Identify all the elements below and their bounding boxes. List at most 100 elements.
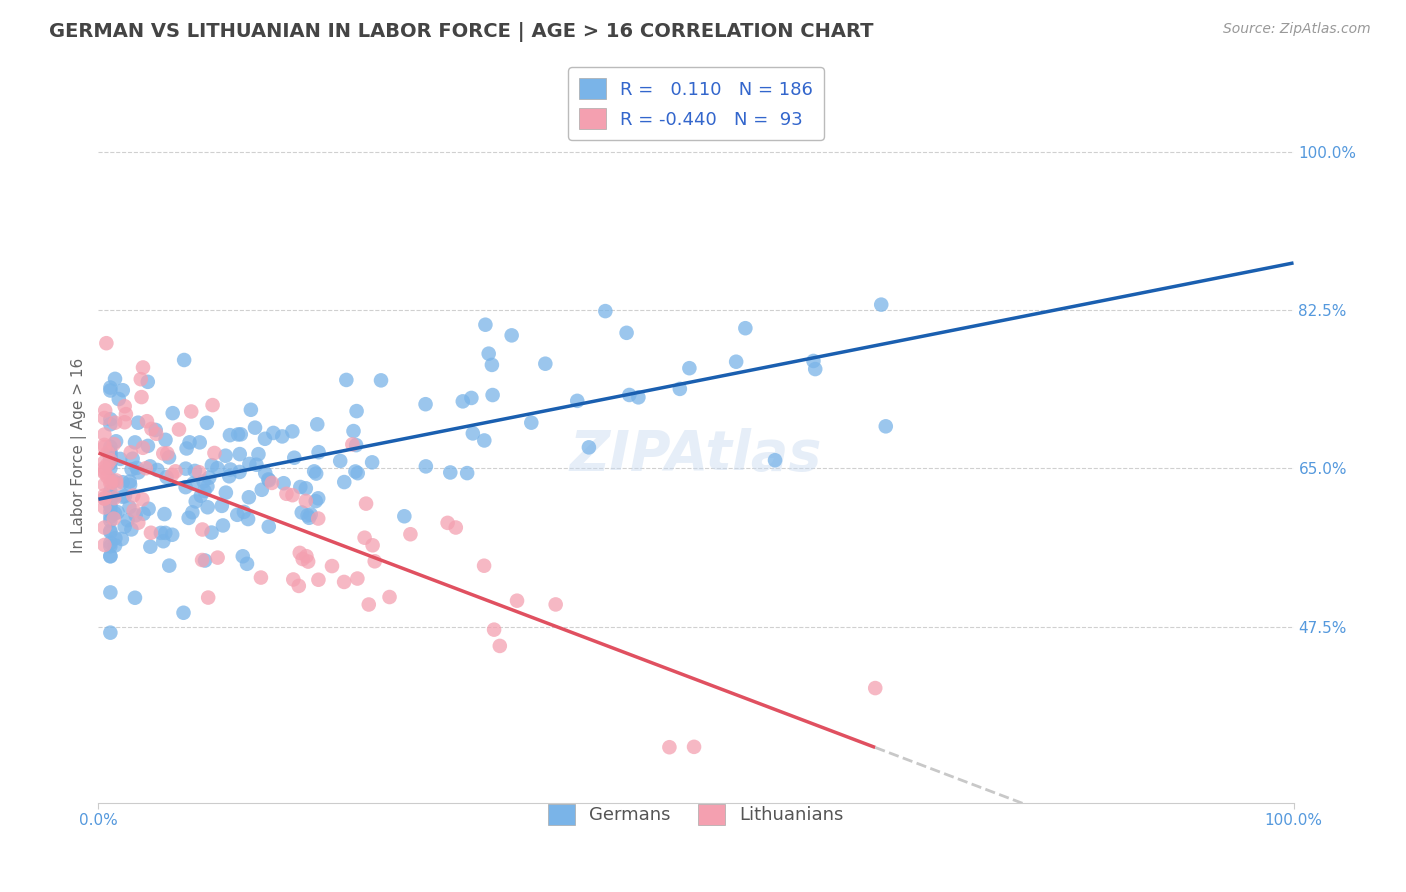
Point: [117, 513, 139, 527]
Point: [98, 412, 122, 426]
Point: [174, 461, 197, 475]
Point: [245, 458, 267, 472]
Point: [218, 469, 240, 483]
Point: [98, 453, 121, 467]
Point: [98, 625, 122, 640]
Point: [93, 500, 115, 515]
Point: [111, 475, 134, 490]
Point: [114, 399, 136, 413]
Point: [101, 491, 124, 505]
Point: [291, 552, 314, 566]
Point: [97, 445, 120, 459]
Point: [346, 404, 368, 418]
Point: [658, 740, 681, 755]
Point: [160, 467, 183, 482]
Point: [93, 438, 115, 452]
Point: [98, 491, 122, 506]
Point: [93, 488, 115, 502]
Point: [305, 494, 328, 508]
Point: [544, 598, 567, 612]
Point: [474, 318, 496, 332]
Point: [190, 489, 212, 503]
Point: [678, 361, 700, 376]
Point: [262, 425, 284, 440]
Point: [415, 459, 437, 474]
Point: [98, 461, 122, 475]
Point: [207, 550, 229, 565]
Point: [104, 507, 127, 521]
Point: [181, 476, 204, 491]
Point: [93, 440, 115, 454]
Point: [93, 411, 115, 425]
Point: [333, 574, 356, 589]
Point: [136, 375, 159, 389]
Point: [520, 416, 543, 430]
Point: [152, 446, 174, 460]
Point: [456, 466, 478, 480]
Point: [103, 491, 125, 505]
Point: [153, 507, 176, 521]
Point: [114, 519, 136, 533]
Point: [105, 474, 128, 488]
Point: [250, 483, 273, 497]
Point: [104, 531, 127, 545]
Point: [865, 681, 887, 695]
Point: [120, 478, 142, 492]
Point: [482, 623, 505, 637]
Point: [238, 457, 260, 471]
Point: [139, 459, 162, 474]
Point: [157, 450, 180, 465]
Point: [290, 480, 312, 494]
Point: [114, 489, 136, 503]
Point: [165, 464, 187, 478]
Point: [734, 321, 756, 335]
Point: [253, 432, 276, 446]
Point: [804, 362, 827, 376]
Point: [127, 416, 149, 430]
Point: [194, 553, 217, 567]
Point: [96, 336, 118, 351]
Point: [127, 516, 149, 530]
Point: [98, 524, 122, 538]
Point: [333, 475, 356, 489]
Point: [98, 380, 122, 394]
Point: [160, 528, 183, 542]
Point: [184, 464, 207, 478]
Point: [211, 499, 233, 513]
Point: [243, 420, 266, 434]
Point: [214, 449, 236, 463]
Point: [228, 465, 250, 479]
Point: [104, 416, 127, 430]
Point: [107, 392, 129, 406]
Point: [803, 354, 825, 368]
Point: [105, 477, 128, 491]
Point: [501, 328, 523, 343]
Point: [399, 527, 422, 541]
Point: [354, 497, 377, 511]
Point: [98, 484, 122, 499]
Point: [136, 414, 159, 428]
Point: [93, 477, 115, 491]
Point: [276, 487, 298, 501]
Point: [93, 464, 115, 478]
Point: [257, 519, 280, 533]
Point: [444, 520, 467, 534]
Point: [291, 506, 314, 520]
Point: [472, 558, 495, 573]
Point: [124, 591, 146, 605]
Point: [98, 453, 122, 467]
Point: [219, 428, 242, 442]
Point: [472, 434, 495, 448]
Point: [257, 473, 280, 487]
Point: [136, 439, 159, 453]
Point: [132, 360, 155, 375]
Point: [98, 585, 122, 599]
Point: [104, 372, 127, 386]
Point: [103, 511, 125, 525]
Point: [122, 503, 145, 517]
Point: [436, 516, 458, 530]
Point: [155, 470, 177, 484]
Point: [364, 554, 387, 568]
Point: [361, 455, 384, 469]
Point: [188, 465, 211, 479]
